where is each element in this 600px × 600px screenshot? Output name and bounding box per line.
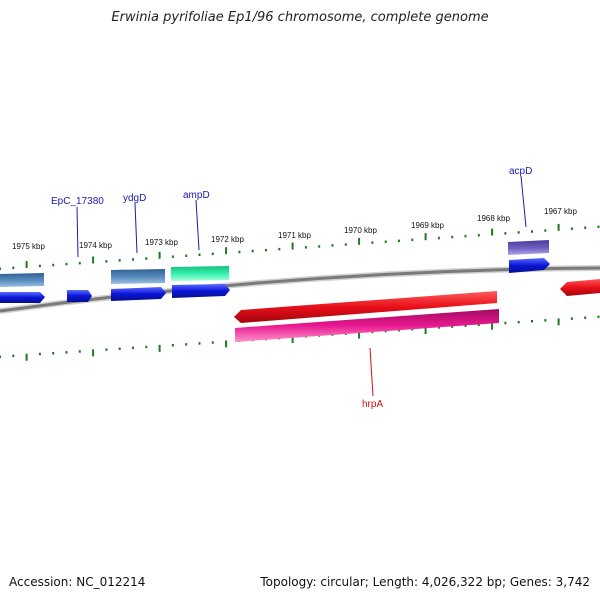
cds-feature-acpd[interactable] <box>508 240 549 255</box>
label-leaders <box>76 175 527 397</box>
gene-arrow-hrpa[interactable] <box>234 291 497 323</box>
scale-label-1975: 1975 kbp <box>12 242 45 251</box>
gene-arrow-right-edge[interactable] <box>560 279 600 296</box>
gene-arrow-acpd[interactable] <box>509 258 550 273</box>
inner-tick-ring <box>0 315 600 361</box>
gene-label-ydgd[interactable]: ydgD <box>123 193 146 204</box>
gene-arrow-ydgd[interactable] <box>111 287 166 301</box>
genome-backbone <box>0 265 600 314</box>
cds-feature-ydgd[interactable] <box>111 269 165 284</box>
leader-epc17380 <box>76 206 79 258</box>
leader-ampd <box>195 199 200 251</box>
gene-label-hrpa[interactable]: hrpA <box>362 399 383 410</box>
scale-label-1967: 1967 kbp <box>544 207 577 216</box>
gene-arrow-epc17380[interactable] <box>67 290 92 302</box>
scale-label-1972: 1972 kbp <box>211 235 244 244</box>
scale-label-1970: 1970 kbp <box>344 226 377 235</box>
forward-genes <box>0 258 550 303</box>
gene-label-acpd[interactable]: acpD <box>509 166 532 177</box>
genome-summary-text: Topology: circular; Length: 4,026,322 bp… <box>260 575 590 589</box>
gene-arrow-ampd[interactable] <box>172 284 230 298</box>
gene-labels: EpC_17380 ydgD ampD acpD hrpA <box>51 166 532 410</box>
scale-label-1974: 1974 kbp <box>79 241 112 250</box>
cds-feature-left[interactable] <box>0 273 44 287</box>
scale-label-1973: 1973 kbp <box>145 238 178 247</box>
leader-hrpa <box>369 347 374 397</box>
genome-backbone-core <box>0 266 600 313</box>
reverse-genes <box>234 279 600 323</box>
scale-labels: 1975 kbp 1974 kbp 1973 kbp 1972 kbp 1971… <box>12 207 577 251</box>
gene-label-epc17380[interactable]: EpC_17380 <box>51 196 104 207</box>
outer-tick-ring <box>0 223 600 270</box>
scale-label-1968: 1968 kbp <box>477 214 510 223</box>
accession-text: Accession: NC_012214 <box>9 575 146 589</box>
gene-label-ampd[interactable]: ampD <box>183 190 210 201</box>
leader-ydgd <box>134 202 138 254</box>
gene-arrow-left[interactable] <box>0 292 45 303</box>
cds-feature-hrpa[interactable] <box>235 309 499 342</box>
scale-label-1971: 1971 kbp <box>278 231 311 240</box>
leader-acpd <box>520 175 527 228</box>
cds-feature-ampd[interactable] <box>171 266 229 281</box>
scale-label-1969: 1969 kbp <box>411 221 444 230</box>
cds-features-upper <box>0 240 549 287</box>
map-title: Erwinia pyrifoliae Ep1/96 chromosome, co… <box>111 10 489 25</box>
